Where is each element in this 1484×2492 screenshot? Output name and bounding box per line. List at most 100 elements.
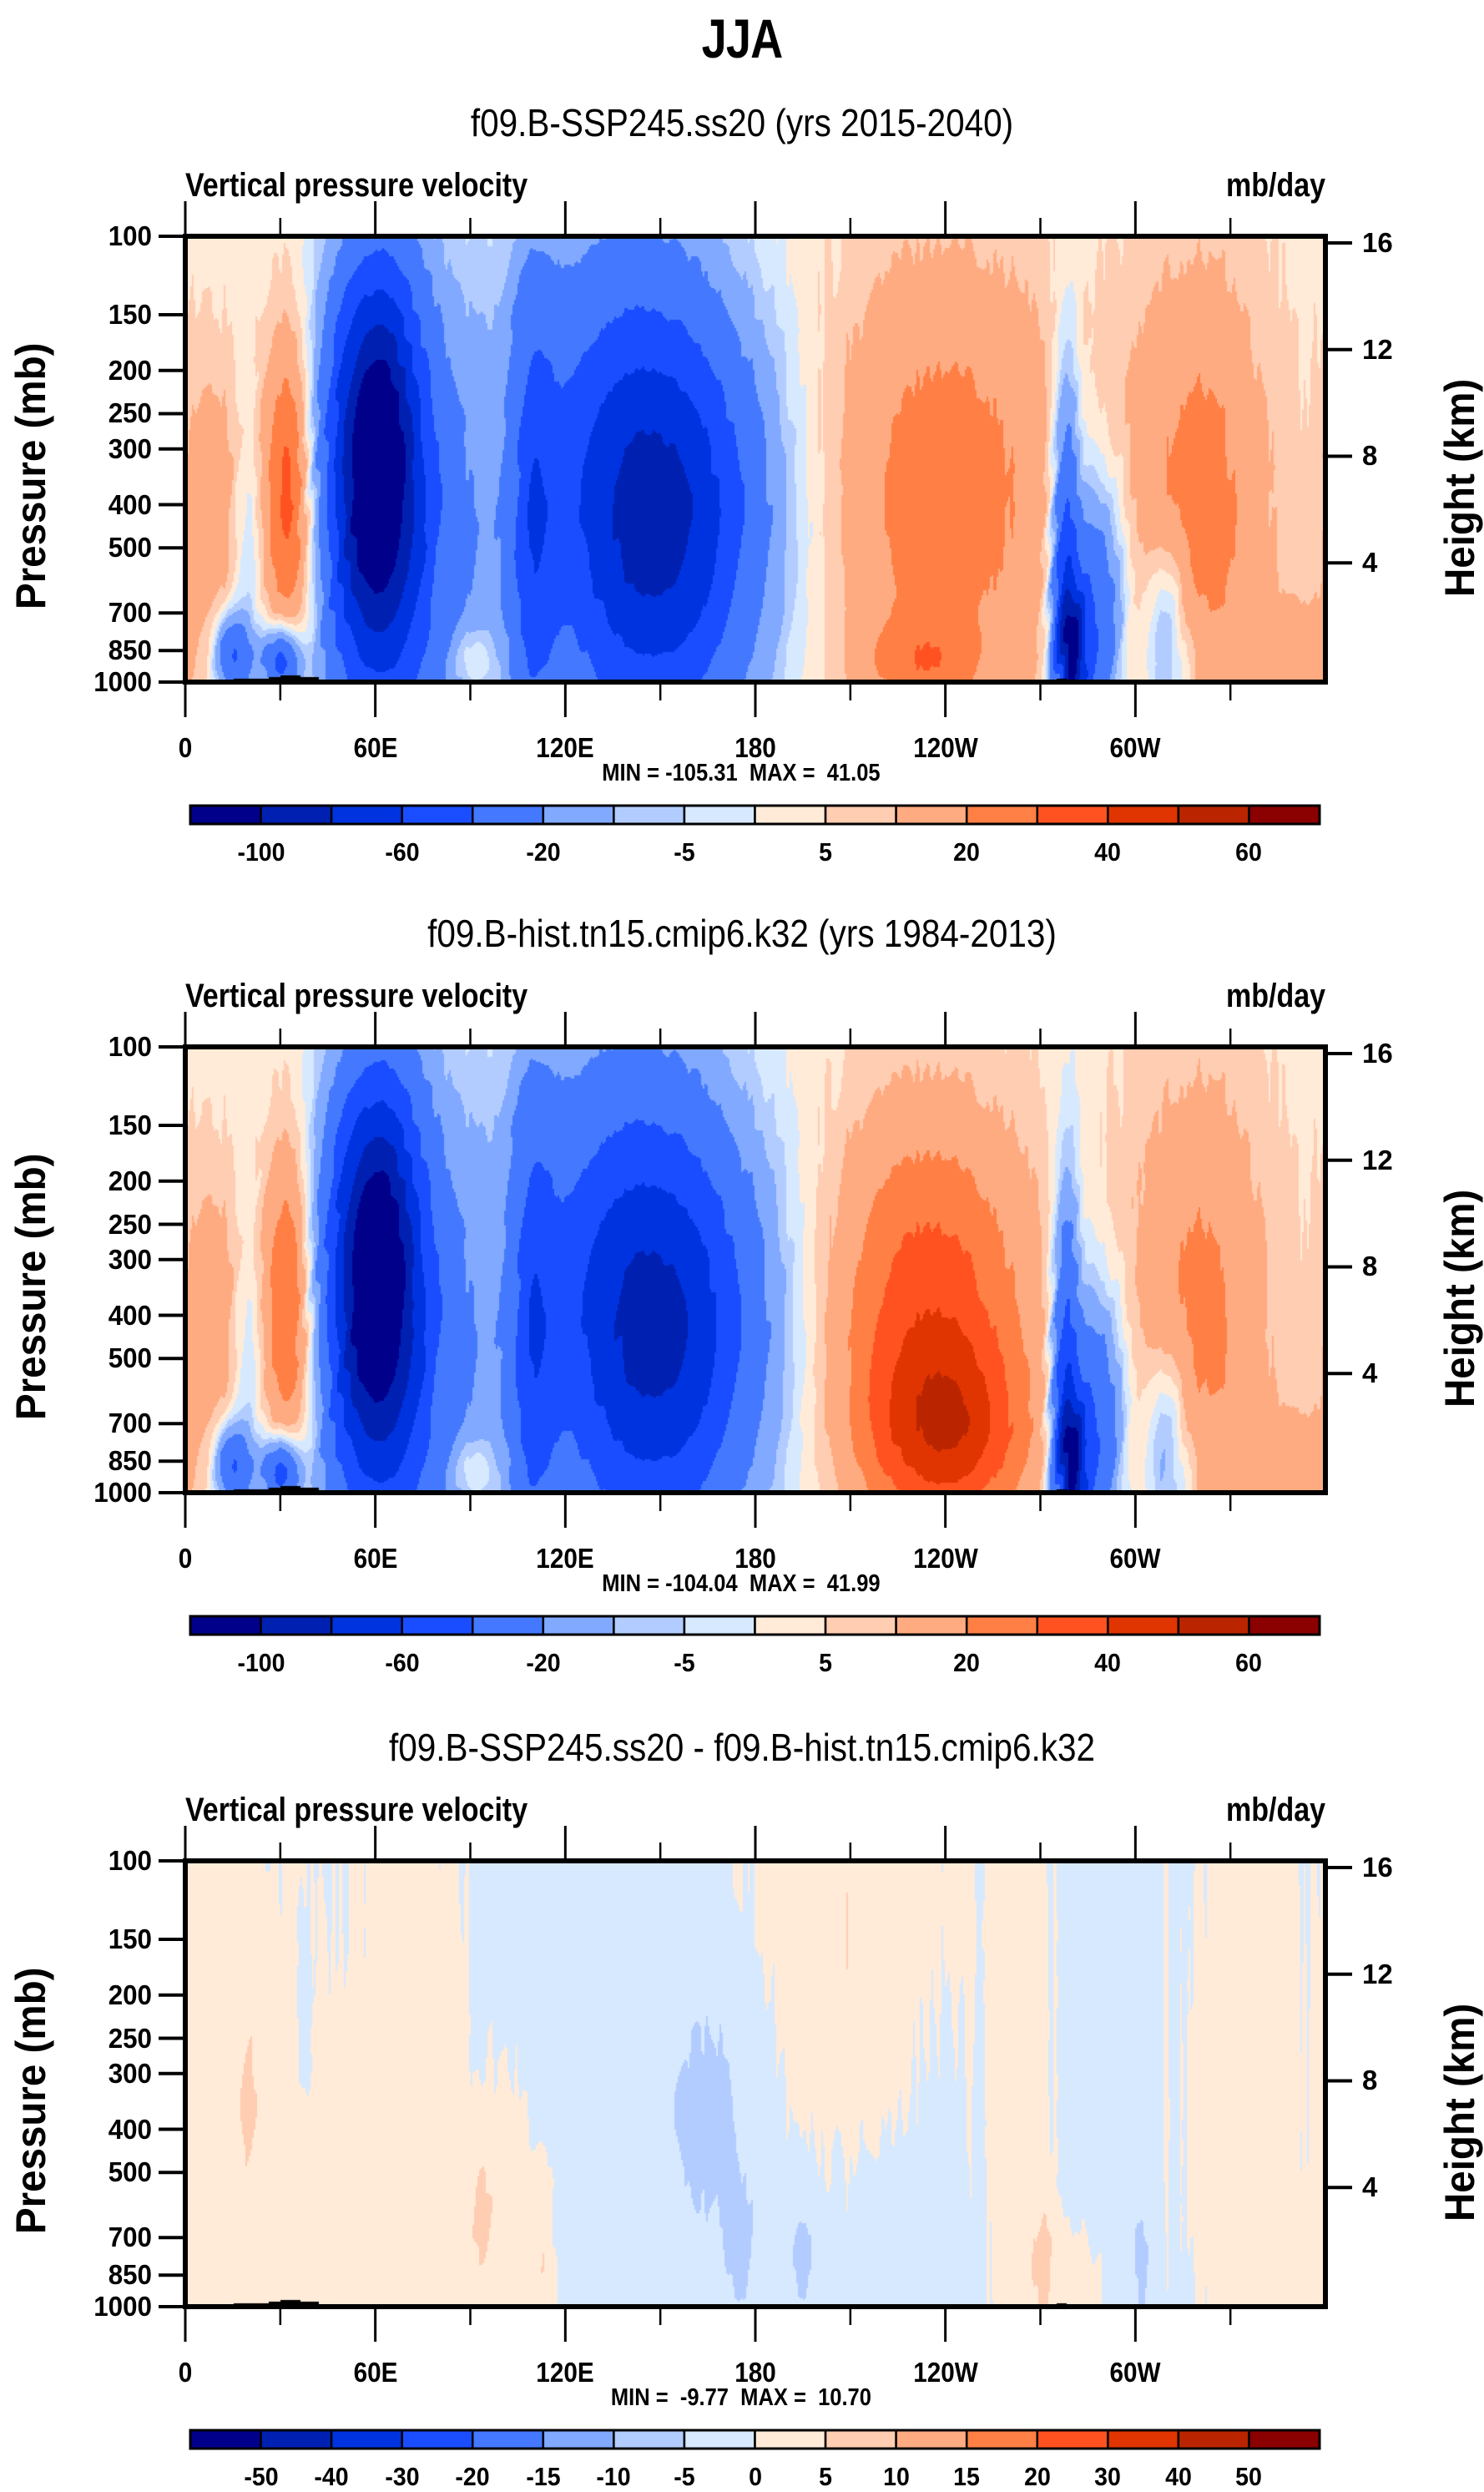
colorbar-swatch [895,2429,968,2450]
contour-field [185,236,1325,682]
colorbar-swatch [824,2429,897,2450]
pressure-tick-label: 100 [108,1031,152,1062]
height-tick-label: 8 [1362,2065,1378,2096]
pressure-tick-label: 250 [108,397,152,429]
pressure-tick-label: 1000 [93,2291,152,2322]
pressure-tick-label: 700 [108,597,152,629]
colorbar-label: -30 [385,2462,420,2491]
colorbar-label: 40 [1165,2462,1192,2491]
colorbar-swatch [1177,2429,1250,2450]
height-tick-label: 16 [1362,1852,1393,1883]
colorbar-label: -40 [314,2462,349,2491]
colorbar-label: -20 [455,2462,490,2491]
colorbar-swatch [542,2429,615,2450]
longitude-tick-label: 120W [912,732,978,763]
colorbar-label: -15 [526,2462,561,2491]
colorbar-label: 15 [953,2462,981,2491]
longitude-tick-label: 60E [353,2357,398,2388]
pressure-tick-label: 400 [108,1299,152,1331]
height-tick-label: 12 [1362,1958,1393,1989]
pressure-tick-label: 100 [108,1845,152,1876]
longitude-tick-label: 120W [912,1543,978,1574]
longitude-tick-label: 120E [536,732,595,763]
longitude-tick-label: 0 [178,2357,193,2388]
colorbar-frame [189,1615,1321,1636]
colorbar-swatch [1036,2429,1109,2450]
longitude-tick-label: 0 [178,732,193,763]
longitude-tick-label: 60E [353,1543,398,1574]
colorbar-label: -10 [596,2462,631,2491]
longitude-tick-label: 60W [1109,1543,1161,1574]
longitude-tick-label: 180 [734,2357,776,2388]
colorbar-label: -5 [674,837,695,867]
pressure-tick-label: 150 [108,1923,152,1955]
height-tick-label: 12 [1362,1144,1393,1175]
pressure-tick-label: 700 [108,2222,152,2253]
pressure-tick-label: 150 [108,1110,152,1141]
colorbar-frame [189,804,1321,826]
height-tick-label: 4 [1362,2171,1378,2203]
colorbar-swatch [401,2429,474,2450]
height-tick-label: 8 [1362,440,1378,472]
colorbar-swatch [260,2429,333,2450]
height-tick-label: 4 [1362,1357,1378,1389]
longitude-tick-label: 60W [1109,732,1161,763]
pressure-tick-label: 500 [108,2156,152,2188]
height-tick-label: 16 [1362,1038,1393,1069]
colorbar-label: -60 [385,1648,420,1677]
pressure-tick-label: 400 [108,488,152,520]
colorbar-label: -100 [237,837,285,867]
colorbar-swatch [683,2429,756,2450]
height-tick-label: 8 [1362,1251,1378,1282]
colorbar-label: 30 [1094,2462,1122,2491]
longitude-tick-label: 120E [536,2357,595,2388]
colorbar-label: 40 [1094,837,1122,867]
pressure-tick-label: 300 [108,432,152,464]
pressure-tick-label: 300 [108,1243,152,1275]
colorbar-label: 20 [953,837,981,867]
colorbar-label: -20 [526,837,561,867]
pressure-tick-label: 250 [108,1208,152,1240]
pressure-tick-label: 500 [108,532,152,564]
colorbar-swatch [965,2429,1038,2450]
colorbar-swatch [1248,2429,1321,2450]
contour-field [185,1861,1325,2307]
pressure-tick-label: 400 [108,2113,152,2145]
pressure-tick-label: 100 [108,220,152,251]
colorbar-label: 60 [1235,1648,1263,1677]
pressure-tick-label: 250 [108,2022,152,2054]
variable-name-label: Vertical pressure velocity [185,978,528,1014]
height-tick-label: 4 [1362,547,1378,579]
colorbar-label: 20 [953,1648,981,1677]
pressure-tick-label: 200 [108,1979,152,2010]
longitude-tick-label: 60E [353,732,398,763]
pressure-tick-label: 300 [108,2057,152,2089]
pressure-tick-label: 850 [108,634,152,666]
colorbar-swatch [330,2429,403,2450]
colorbar-label: 50 [1235,2462,1263,2491]
colorbar-swatch [472,2429,545,2450]
min-max-label: MIN = -105.31 MAX = 41.05 [602,760,881,786]
colorbar-frame [189,2429,1321,2450]
variable-name-label: Vertical pressure velocity [185,167,528,204]
height-tick-label: 12 [1362,333,1393,365]
colorbar-label: 60 [1235,837,1263,867]
colorbar-swatch [189,2429,262,2450]
longitude-tick-label: 120W [912,2357,978,2388]
panel-title: f09.B-SSP245.ss20 (yrs 2015-2040) [470,101,1014,144]
colorbar-label: -5 [674,1648,695,1677]
longitude-tick-label: 0 [178,1543,193,1574]
colorbar-label: 0 [748,2462,762,2491]
pressure-tick-label: 150 [108,299,152,331]
colorbar-label: 40 [1094,1648,1122,1677]
units-label: mb/day [1225,978,1325,1014]
colorbar-label: 20 [1023,2462,1051,2491]
colorbar-label: -50 [243,2462,279,2491]
colorbar-swatch [1107,2429,1180,2450]
variable-name-label: Vertical pressure velocity [185,1792,528,1828]
colorbar-label: 5 [819,837,832,867]
